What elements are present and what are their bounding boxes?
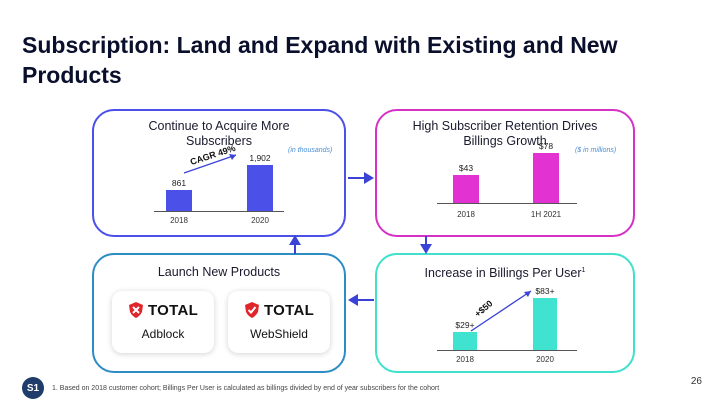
bar-2020 [247, 165, 273, 211]
flow-arrow-down [420, 236, 432, 254]
x-axis [437, 350, 577, 351]
value-label-2018: $29+ [455, 320, 475, 330]
value-label-2020: $83+ [535, 286, 555, 296]
page-number: 26 [690, 376, 702, 387]
panel-acquire-subscribers: Continue to Acquire More Subscribers (in… [92, 109, 346, 237]
x-label-2018: 2018 [456, 355, 474, 364]
brand-name: TOTAL [263, 301, 315, 319]
panel-title: Launch New Products [157, 265, 281, 279]
x-label-2018: 2018 [457, 210, 475, 219]
x-axis [437, 203, 577, 204]
x-axis [154, 211, 284, 212]
cagr-arrow [183, 154, 237, 174]
bar-2018 [453, 175, 479, 203]
x-label-1h-2021: 1H 2021 [530, 210, 562, 219]
company-logo: S1 [22, 377, 44, 399]
panel-title-text: Increase in Billings Per User [424, 266, 582, 281]
x-shield-icon [128, 302, 143, 318]
flow-arrow-left [348, 294, 374, 306]
product-card-webshield: TOTAL WebShield [228, 291, 330, 353]
check-shield-icon [244, 302, 259, 318]
flow-arrow-up [289, 235, 301, 254]
x-label-2018: 2018 [170, 216, 188, 225]
units-note: (in thousands) [288, 147, 333, 154]
x-label-2020: 2020 [536, 355, 554, 364]
growth-arrow [470, 290, 532, 332]
value-label-1h-2021: $78 [538, 141, 554, 151]
panel-new-products: Launch New Products TOTAL Adblock TOTAL … [92, 253, 346, 373]
value-label-2018: 861 [171, 178, 187, 188]
panel-title: Continue to Acquire More Subscribers [148, 119, 290, 148]
product-name: Adblock [141, 327, 185, 341]
page-title: Subscription: Land and Expand with Exist… [22, 32, 618, 88]
panel-title: High Subscriber Retention Drives Billing… [412, 119, 598, 148]
panel-retention-billings: High Subscriber Retention Drives Billing… [375, 109, 635, 237]
panel-billings-per-user: Increase in Billings Per User1 $29+ $83+… [375, 253, 635, 373]
bar-2018 [453, 332, 477, 350]
value-label-2020: 1,902 [249, 153, 271, 163]
flow-arrow-right [348, 172, 374, 184]
bar-2018 [166, 190, 192, 211]
footnote-marker: 1 [581, 267, 586, 274]
x-label-2020: 2020 [251, 216, 269, 225]
product-name: WebShield [250, 327, 308, 341]
product-card-adblock: TOTAL Adblock [112, 291, 214, 353]
units-note: ($ in millions) [575, 147, 617, 154]
panel-title: Increase in Billings Per User1 [377, 263, 633, 281]
brand-name: TOTAL [147, 301, 199, 319]
footnote: 1. Based on 2018 customer cohort; Billin… [52, 385, 440, 392]
bar-1h-2021 [533, 153, 559, 203]
value-label-2018: $43 [458, 163, 474, 173]
bar-2020 [533, 298, 557, 350]
